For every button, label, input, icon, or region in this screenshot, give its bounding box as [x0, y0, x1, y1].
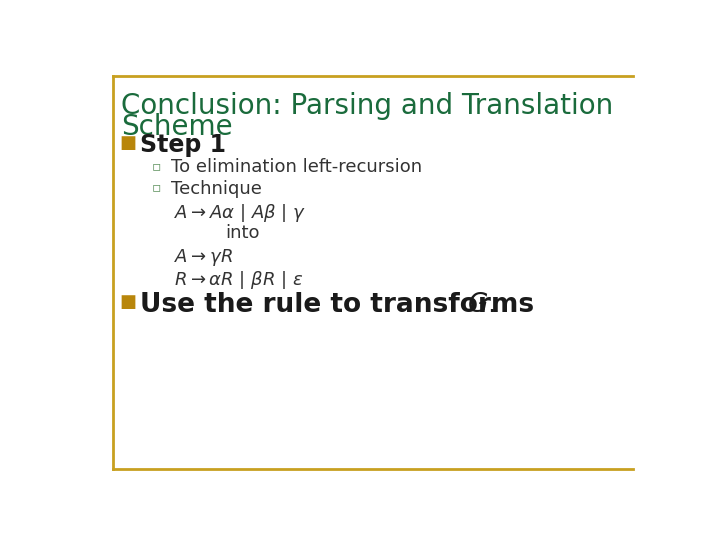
Text: ■: ■ [120, 134, 137, 152]
Text: $R \rightarrow \alpha R\ |\ \beta R\ |\ \varepsilon$: $R \rightarrow \alpha R\ |\ \beta R\ |\ … [174, 269, 303, 291]
Text: To elimination left-recursion: To elimination left-recursion [171, 158, 423, 176]
Text: ▫: ▫ [152, 159, 161, 173]
Text: ▫: ▫ [152, 180, 161, 194]
Text: $G.$: $G.$ [467, 292, 495, 318]
Text: Use the rule to transforms: Use the rule to transforms [140, 292, 544, 318]
Text: Technique: Technique [171, 179, 262, 198]
Text: Conclusion: Parsing and Translation: Conclusion: Parsing and Translation [121, 92, 613, 120]
Text: ■: ■ [120, 294, 137, 312]
Text: Step 1: Step 1 [140, 132, 226, 157]
Text: Scheme: Scheme [121, 113, 233, 141]
Text: $A \rightarrow \gamma R$: $A \rightarrow \gamma R$ [174, 247, 233, 267]
Text: into: into [225, 224, 260, 242]
Text: $A \rightarrow A\alpha\ |\ A\beta\ |\ \gamma$: $A \rightarrow A\alpha\ |\ A\beta\ |\ \g… [174, 202, 306, 224]
